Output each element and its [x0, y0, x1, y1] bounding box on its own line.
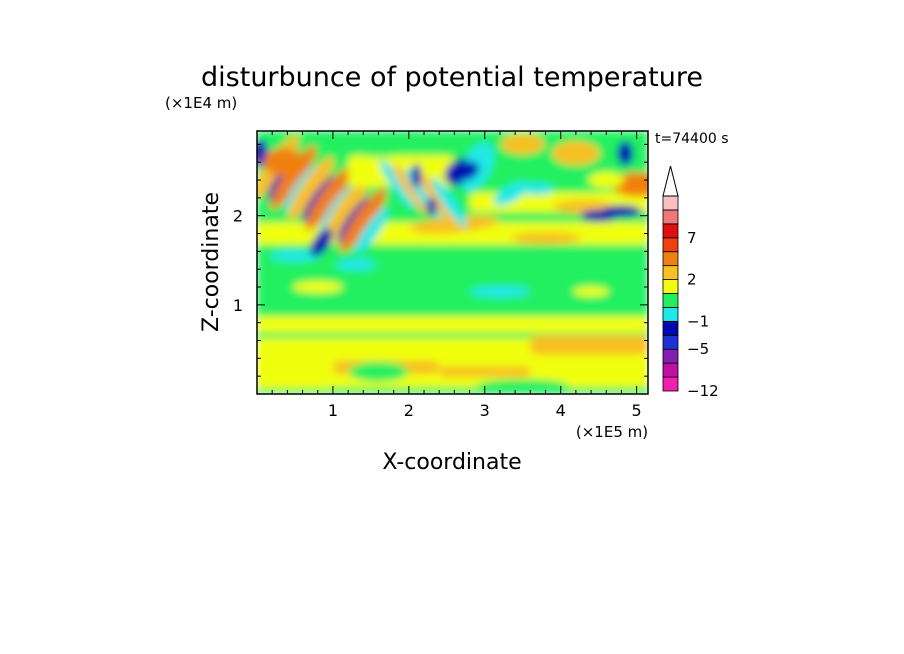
cyan-streak: [521, 182, 554, 195]
cyan-patch: [335, 258, 376, 271]
yellow-patch: [292, 281, 343, 294]
warm-cell-east: [500, 134, 545, 155]
colorbar-extend-arrow: [662, 165, 679, 197]
central-fan-stripe: [418, 173, 455, 223]
cold-cell-east-core: [452, 161, 480, 181]
x-unit-label: (×1E5 m): [576, 423, 648, 441]
chart-title: disturbunce of potential temperature: [201, 62, 703, 93]
mid-low-warm-layer: [257, 316, 648, 333]
warm-cell-east: [588, 172, 625, 189]
y-axis-label: Z-coordinate: [199, 192, 224, 332]
x-tick-label: 4: [556, 401, 566, 420]
y-unit-label: (×1E4 m): [165, 94, 237, 112]
colorbar-segment: [662, 237, 679, 253]
colorbar-segment: [662, 251, 679, 267]
lower-orange-patch: [439, 366, 531, 378]
yellow-patch: [573, 286, 610, 297]
warm-cell-west-strong: [263, 148, 304, 177]
cold-cell-small: [426, 197, 437, 216]
wave-packet-warm-stripe: [270, 145, 317, 209]
y-tick-label: 2: [233, 207, 243, 226]
x-tick-label: 1: [328, 401, 338, 420]
wave-packet-warm-stripe: [340, 188, 387, 252]
bottom-green-patch: [477, 379, 568, 392]
x-tick-label: 2: [404, 401, 414, 420]
colorbar-segment: [662, 265, 679, 280]
colorbar-segment: [662, 209, 679, 225]
upper-green-patch: [348, 140, 409, 157]
colorbar-segment: [662, 376, 679, 392]
colorbar-label: −1: [687, 312, 709, 330]
cyan-streak: [493, 181, 530, 206]
warm-cell-east: [551, 141, 600, 166]
wave-packet-warm-stripe: [322, 177, 369, 242]
wave-packet-cold-stripe: [354, 207, 389, 255]
wave-packet-warm-stripe: [287, 156, 334, 220]
cyan-patch: [469, 285, 530, 298]
cold-cell-west: [310, 228, 333, 257]
y-tick-label: 1: [233, 296, 243, 315]
plot-frame: [256, 130, 649, 395]
upper-orange-streak: [409, 215, 500, 234]
colorbar-label: 7: [687, 229, 697, 247]
cold-cell-small: [411, 163, 422, 188]
cold-cell-corner: [617, 141, 634, 166]
colorbar-segment: [662, 279, 679, 294]
colorbar-segment: [662, 334, 679, 350]
bottom-green-patch: [348, 361, 409, 382]
axis-ticks: [257, 131, 648, 394]
cyan-patch: [269, 249, 320, 262]
colorbar-segment: [662, 195, 679, 211]
contour-field: [257, 131, 648, 394]
x-tick-label: 3: [480, 401, 490, 420]
colorbar-segment: [662, 362, 679, 378]
central-fan-stripe: [392, 164, 429, 214]
cold-streak: [601, 205, 642, 218]
central-fan-stripe: [431, 177, 467, 228]
upper-orange-streak: [510, 231, 581, 244]
x-axis-label: X-coordinate: [382, 450, 521, 475]
colorbar-segment: [662, 320, 679, 336]
x-tick-label: 5: [632, 401, 642, 420]
colorbar: −12−5−127: [662, 165, 719, 400]
central-fan-stripe: [379, 159, 416, 210]
lower-orange-band: [530, 335, 648, 355]
colorbar-label: −5: [687, 340, 709, 358]
colorbar-segment: [662, 307, 679, 322]
colorbar-segment: [662, 348, 679, 364]
colorbar-label: −12: [687, 382, 719, 400]
colorbar-label: 2: [687, 271, 697, 289]
contour-blobs: [257, 131, 648, 394]
x-tick-labels: 1 2 3 4 5: [328, 401, 642, 420]
wave-packet-warm-stripe: [305, 167, 352, 231]
time-label: t=74400 s: [655, 131, 729, 147]
y-tick-labels: 12: [233, 207, 243, 315]
colorbar-segment: [662, 293, 679, 308]
colorbar-segment: [662, 223, 679, 239]
bottom-yellow-strip: [257, 377, 333, 389]
